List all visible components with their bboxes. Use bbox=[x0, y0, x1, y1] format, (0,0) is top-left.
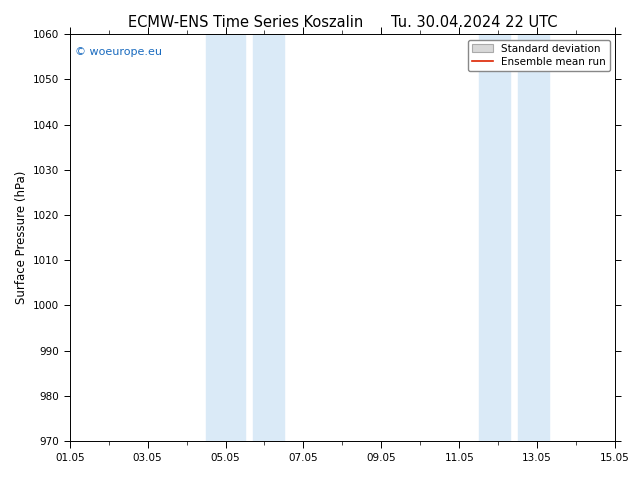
Bar bbox=[517, 34, 549, 441]
Legend: Standard deviation, Ensemble mean run: Standard deviation, Ensemble mean run bbox=[467, 40, 610, 71]
Bar bbox=[206, 34, 245, 441]
Bar bbox=[479, 34, 510, 441]
Text: © woeurope.eu: © woeurope.eu bbox=[75, 47, 162, 56]
Y-axis label: Surface Pressure (hPa): Surface Pressure (hPa) bbox=[15, 171, 27, 304]
Bar bbox=[253, 34, 284, 441]
Title: ECMW-ENS Time Series Koszalin      Tu. 30.04.2024 22 UTC: ECMW-ENS Time Series Koszalin Tu. 30.04.… bbox=[127, 15, 557, 30]
